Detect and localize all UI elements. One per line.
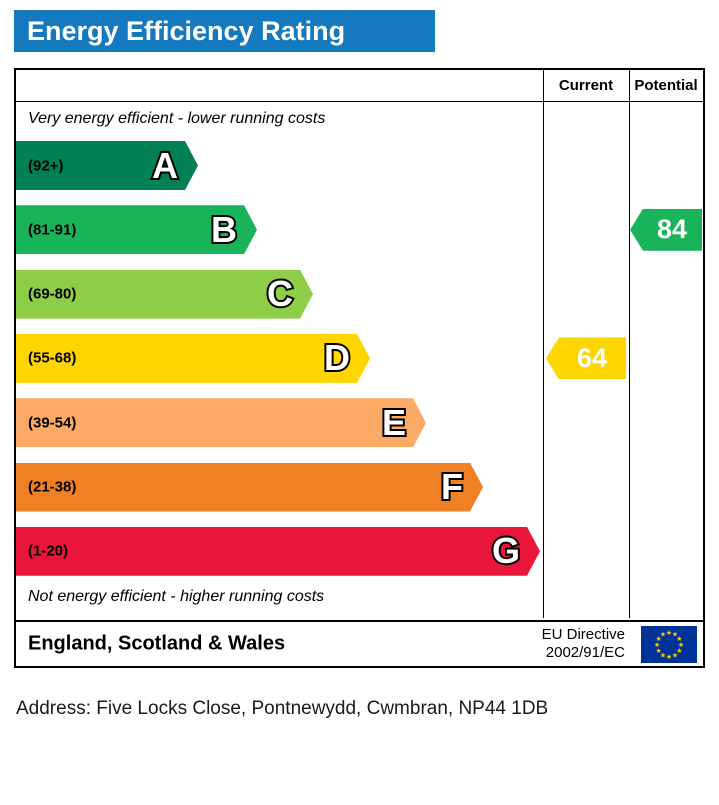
band-bar-d: (55-68) D [16,334,370,383]
column-divider-current [543,70,544,618]
band-range: (69-80) [28,285,77,303]
band-range: (55-68) [28,349,77,367]
table-footer: England, Scotland & Wales EU Directive 2… [16,620,703,666]
band-range: (92+) [28,157,64,174]
rating-bars: (92+) A (81-91) B (69-80) C (55-68) D (3… [16,141,543,592]
band-bar-f: (21-38) F [16,463,483,512]
band-bar-g: (1-20) G [16,527,540,576]
page-title: Energy Efficiency Rating [14,10,435,52]
svg-text:★: ★ [672,631,678,639]
band-letter: E [381,401,406,443]
region-label: England, Scotland & Wales [28,632,286,655]
eu-flag-icon: ★ ★ ★ ★ ★ ★ ★ ★ ★ ★ ★ ★ [641,626,697,663]
svg-text:★: ★ [660,651,666,659]
eu-directive-label: EU Directive 2002/91/EC [541,626,625,661]
band-letter: G [491,530,520,572]
band-bar-c: (69-80) C [16,270,313,319]
band-bar-a: (92+) A [16,141,198,190]
band-range: (81-91) [28,221,77,239]
svg-text:★: ★ [672,651,678,659]
band-range: (1-20) [28,542,69,560]
band-range: (21-38) [28,478,77,496]
svg-text:★: ★ [678,641,684,649]
band-range: (39-54) [28,414,77,432]
svg-text:★: ★ [666,653,672,661]
svg-text:★: ★ [676,635,682,643]
column-header-current: Current [558,77,614,94]
band-letter: A [152,144,178,186]
band-letter: F [441,466,463,507]
band-letter: D [324,337,350,379]
svg-text:★: ★ [666,629,672,637]
svg-text:★: ★ [654,641,660,649]
current-rating-arrow: 64 [546,337,626,380]
svg-text:★: ★ [655,647,661,655]
band-bar-b: (81-91) B [16,205,257,254]
note-very-efficient: Very energy efficient - lower running co… [28,110,326,127]
svg-text:★: ★ [676,647,682,655]
band-bar-e: (39-54) E [16,398,426,447]
band-letter: C [267,273,293,315]
property-address: Address: Five Locks Close, Pontnewydd, C… [16,698,549,719]
column-divider-potential [629,70,630,618]
column-header-potential: Potential [634,77,698,94]
header-divider [16,101,703,102]
rating-table: Current Potential Very energy efficient … [14,68,705,668]
band-letter: B [211,208,237,250]
note-not-efficient: Not energy efficient - higher running co… [28,588,325,605]
potential-rating-arrow: 84 [630,208,702,251]
svg-text:★: ★ [660,631,666,639]
svg-text:★: ★ [655,635,661,643]
